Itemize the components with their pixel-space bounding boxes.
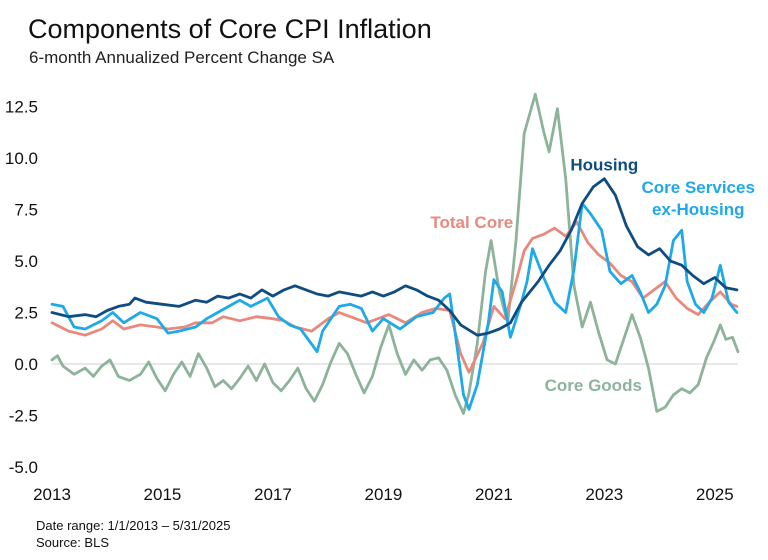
series-label-core-services-ex-housing: Core Services ex-Housing bbox=[642, 178, 755, 219]
x-tick-label: 2021 bbox=[475, 485, 513, 504]
x-tick-label: 2013 bbox=[33, 485, 71, 504]
y-tick-label: 0.0 bbox=[14, 355, 38, 374]
series-label-total-core: Total Core bbox=[430, 213, 513, 232]
y-tick-label: 5.0 bbox=[14, 252, 38, 271]
x-tick-label: 2023 bbox=[585, 485, 623, 504]
y-tick-label: 10.0 bbox=[5, 149, 38, 168]
series-line-core-services-ex-housing bbox=[50, 202, 739, 411]
x-tick-label: 2019 bbox=[364, 485, 402, 504]
date-range-note: Date range: 1/1/2013 – 5/31/2025 bbox=[36, 518, 231, 533]
chart-subtitle: 6-month Annualized Percent Change SA bbox=[29, 48, 335, 67]
x-tick-label: 2017 bbox=[254, 485, 292, 504]
y-tick-label: 12.5 bbox=[5, 98, 38, 117]
y-tick-label: 7.5 bbox=[14, 201, 38, 220]
series-line-total-core bbox=[50, 220, 739, 374]
y-tick-label: -2.5 bbox=[9, 407, 38, 426]
x-tick-label: 2015 bbox=[144, 485, 182, 504]
chart-title: Components of Core CPI Inflation bbox=[28, 14, 432, 44]
y-tick-label: 2.5 bbox=[14, 304, 38, 323]
series-line-housing bbox=[50, 177, 739, 337]
series-label-housing: Housing bbox=[570, 155, 638, 174]
source-note: Source: BLS bbox=[36, 535, 109, 550]
series-line-core-goods bbox=[50, 92, 740, 415]
x-tick-label: 2025 bbox=[696, 485, 734, 504]
series-label-core-goods: Core Goods bbox=[545, 376, 642, 395]
y-tick-label: -5.0 bbox=[9, 458, 38, 477]
